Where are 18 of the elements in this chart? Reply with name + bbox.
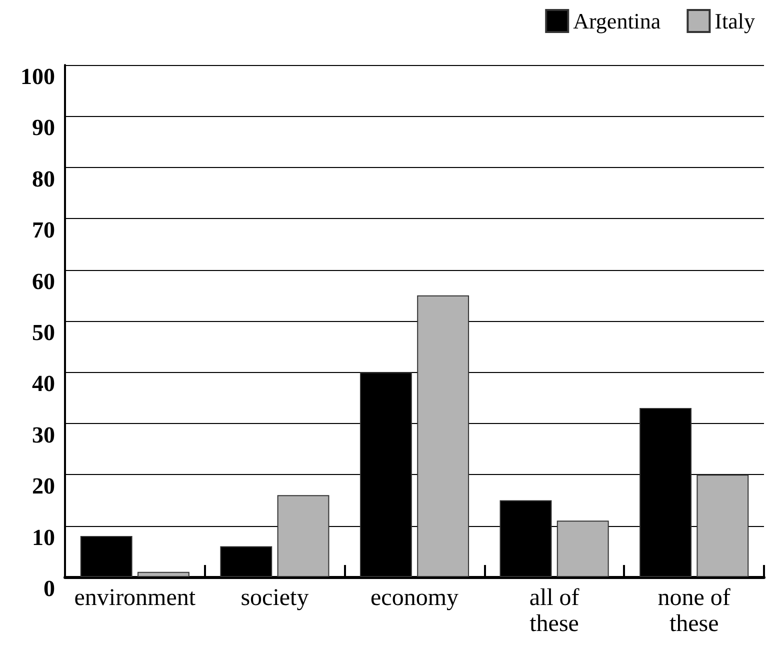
legend-label: Argentina (573, 8, 661, 34)
y-tick-label: 0 (44, 576, 55, 601)
y-tick-label: 100 (20, 64, 55, 89)
x-tick-label: economy (370, 585, 458, 611)
y-tick-label: 60 (32, 268, 55, 294)
y-tick-label: 70 (32, 218, 55, 243)
y-tick-label: 20 (32, 474, 55, 499)
x-tick-label: all of these (529, 585, 580, 637)
y-tick-label: 10 (32, 524, 55, 550)
y-tick-label: 50 (32, 320, 55, 345)
y-tick-label: 40 (32, 371, 55, 396)
y-tick-label: 80 (32, 166, 55, 192)
x-tick-label: none of these (658, 585, 730, 637)
y-tick-label: 90 (32, 115, 55, 140)
x-tick-label: environment (74, 585, 196, 611)
y-tick-label: 30 (32, 422, 55, 448)
legend-label: Italy (714, 8, 756, 34)
x-tick-label: society (240, 585, 309, 611)
